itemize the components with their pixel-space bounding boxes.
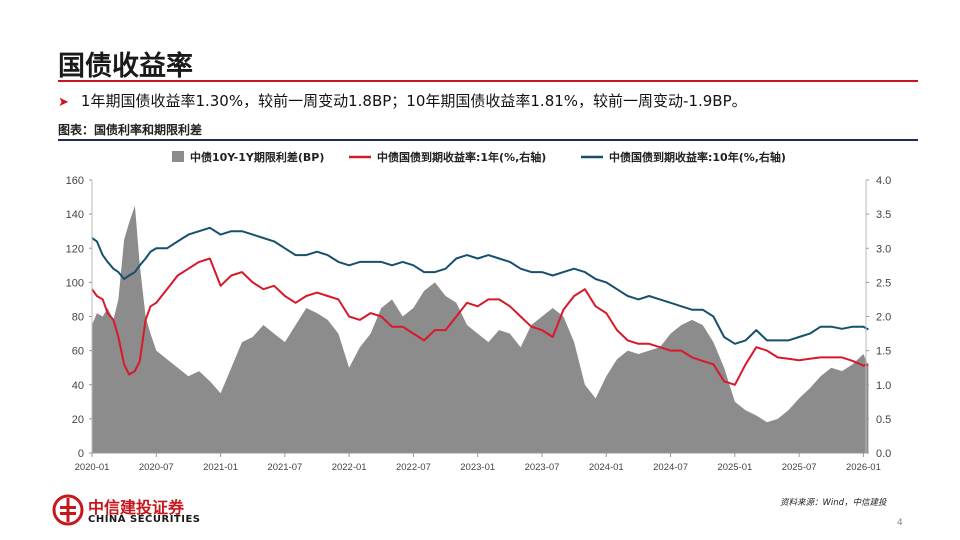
page-title: 国债收益率 — [58, 51, 193, 82]
caption-rule — [58, 139, 918, 141]
brand-name-en: CHINA SECURITIES — [88, 514, 201, 525]
bullet-arrow-icon: ➤ — [58, 95, 69, 110]
y-left-tick-label: 40 — [72, 380, 84, 392]
x-tick-label: 2023-07 — [525, 462, 560, 470]
x-tick-label: 2024-01 — [589, 462, 624, 470]
y-right-tick-label: 4.0 — [876, 175, 891, 187]
y-left-tick-label: 60 — [72, 346, 84, 358]
y-left-tick-label: 120 — [66, 243, 84, 255]
y-left-tick-label: 140 — [66, 209, 84, 221]
page-number: 4 — [897, 518, 903, 528]
y-left-tick-label: 100 — [66, 277, 84, 289]
x-tick-label: 2025-01 — [717, 462, 752, 470]
y-left-tick-label: 160 — [66, 175, 84, 187]
y-right-tick-label: 0.0 — [876, 448, 891, 460]
y-right-tick-label: 0.5 — [876, 414, 891, 426]
title-rule — [58, 80, 918, 82]
series-area-spread — [92, 205, 869, 453]
yield-spread-chart: 0 20 40 60 80 100 120 140 160 0.0 0.5 1.0 1.5 2.0 2.5 3… — [66, 150, 892, 470]
x-tick-label: 2024-07 — [653, 462, 688, 470]
y-right-tick-label: 2.5 — [876, 277, 891, 289]
y-right-tick-label: 1.5 — [876, 346, 891, 358]
source-note: 资料来源：Wind，中信建投 — [780, 498, 887, 508]
x-tick-label: 2025-07 — [782, 462, 817, 470]
y-right-tick-label: 2.0 — [876, 312, 891, 324]
x-tick-label: 2026-01 — [846, 462, 881, 470]
series-line-1y — [91, 257, 869, 386]
figure-caption: 图表：国债利率和期限利差 — [58, 123, 203, 137]
x-tick-label: 2020-07 — [139, 462, 174, 470]
china-securities-logo-icon — [52, 494, 84, 526]
y-left-tick-label: 80 — [72, 312, 84, 324]
legend-label: 中债国债到期收益率:10年(%,右轴) — [609, 150, 786, 164]
x-tick-label: 2021-07 — [267, 462, 302, 470]
legend-label: 中债国债到期收益率:1年(%,右轴) — [377, 150, 546, 164]
x-tick-label: 2023-01 — [460, 462, 495, 470]
legend-label: 中债10Y-1Y期限利差(BP) — [190, 150, 324, 164]
summary-bullet: ➤ 1年期国债收益率1.30%，较前一周变动1.8BP；10年期国债收益率1.81… — [58, 90, 747, 111]
y-left-tick-label: 0 — [78, 448, 84, 460]
y-right-tick-label: 3.5 — [876, 209, 891, 221]
x-tick-label: 2022-07 — [396, 462, 431, 470]
y-left-tick-label: 20 — [72, 414, 84, 426]
series-line-10y — [91, 226, 869, 345]
x-tick-label: 2022-01 — [332, 462, 367, 470]
brand-name-cn: 中信建投证券 — [88, 498, 185, 517]
summary-text: 1年期国债收益率1.30%，较前一周变动1.8BP；10年期国债收益率1.81%… — [80, 92, 747, 110]
legend-swatch-spread — [172, 151, 184, 162]
x-tick-label: 2021-01 — [203, 462, 238, 470]
y-right-tick-label: 3.0 — [876, 243, 891, 255]
y-right-tick-label: 1.0 — [876, 380, 891, 392]
x-tick-label: 2020-01 — [75, 462, 110, 470]
